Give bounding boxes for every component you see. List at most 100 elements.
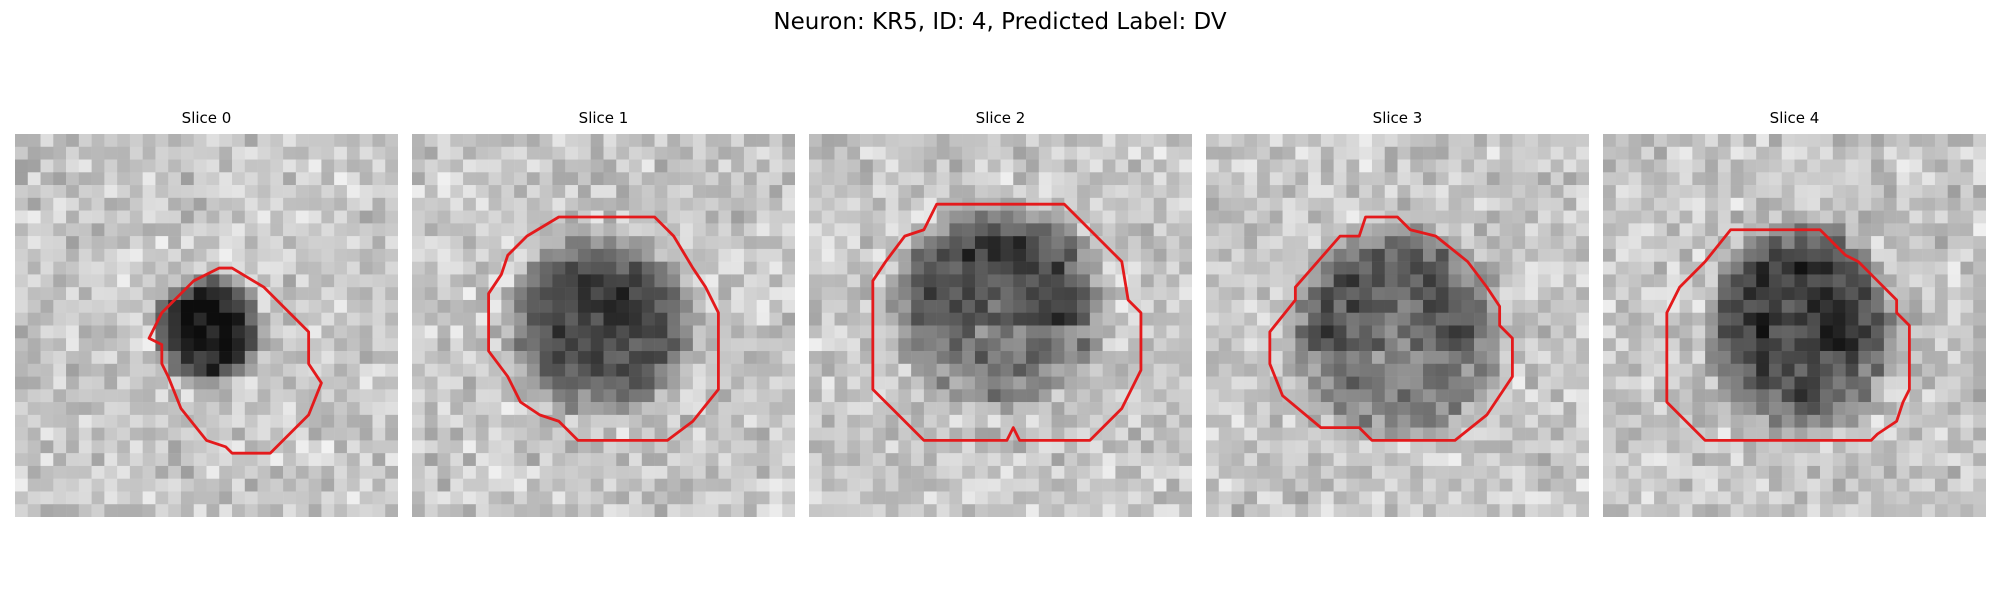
image-pixel <box>142 197 156 211</box>
image-pixel <box>1641 236 1655 250</box>
image-pixel <box>1257 223 1271 237</box>
image-pixel <box>463 210 477 224</box>
image-pixel <box>1717 248 1731 262</box>
image-pixel <box>142 478 156 492</box>
image-pixel <box>117 172 131 186</box>
image-pixel <box>359 312 373 326</box>
image-pixel <box>1768 453 1782 467</box>
image-pixel <box>847 491 861 505</box>
image-pixel <box>539 146 553 160</box>
image-pixel <box>1064 261 1078 275</box>
image-pixel <box>463 338 477 352</box>
image-pixel <box>743 210 757 224</box>
image-pixel <box>782 299 795 313</box>
image-pixel <box>244 402 258 416</box>
image-pixel <box>437 185 451 199</box>
image-pixel <box>782 376 795 390</box>
image-pixel <box>1384 504 1398 517</box>
image-pixel <box>1333 185 1347 199</box>
image-pixel <box>1871 223 1885 237</box>
image-pixel <box>809 185 823 199</box>
image-pixel <box>129 236 143 250</box>
image-pixel <box>949 478 963 492</box>
image-pixel <box>232 376 246 390</box>
image-pixel <box>1960 491 1974 505</box>
image-pixel <box>424 440 438 454</box>
image-pixel <box>1102 274 1116 288</box>
image-pixel <box>1218 159 1232 173</box>
image-pixel <box>488 414 502 428</box>
image-pixel <box>1423 338 1437 352</box>
image-pixel <box>321 376 335 390</box>
image-pixel <box>1153 325 1167 339</box>
image-pixel <box>450 325 464 339</box>
image-pixel <box>1346 274 1360 288</box>
image-pixel <box>962 159 976 173</box>
image-pixel <box>962 210 976 224</box>
image-pixel <box>450 414 464 428</box>
image-pixel <box>1756 248 1770 262</box>
image-pixel <box>1486 261 1500 275</box>
image-pixel <box>860 325 874 339</box>
image-pixel <box>885 338 899 352</box>
image-pixel <box>577 351 591 365</box>
image-pixel <box>834 223 848 237</box>
image-pixel <box>437 134 451 148</box>
image-pixel <box>1140 465 1154 479</box>
image-pixel <box>936 223 950 237</box>
image-pixel <box>718 248 732 262</box>
image-pixel <box>1973 274 1986 288</box>
image-pixel <box>1692 287 1706 301</box>
image-pixel <box>1730 440 1744 454</box>
image-pixel <box>629 134 643 148</box>
image-pixel <box>1269 504 1283 517</box>
image-pixel <box>168 134 182 148</box>
image-pixel <box>437 223 451 237</box>
image-pixel <box>577 159 591 173</box>
image-pixel <box>1115 453 1129 467</box>
image-pixel <box>949 185 963 199</box>
image-pixel <box>1499 185 1513 199</box>
image-pixel <box>1756 159 1770 173</box>
image-pixel <box>1269 197 1283 211</box>
image-pixel <box>1705 453 1719 467</box>
image-pixel <box>488 134 502 148</box>
image-pixel <box>1563 389 1577 403</box>
image-pixel <box>667 465 681 479</box>
image-pixel <box>53 299 67 313</box>
image-pixel <box>334 172 348 186</box>
image-pixel <box>514 146 528 160</box>
image-pixel <box>1166 185 1180 199</box>
image-pixel <box>1486 338 1500 352</box>
image-pixel <box>1512 299 1526 313</box>
image-pixel <box>1128 248 1142 262</box>
image-pixel <box>629 146 643 160</box>
image-pixel <box>1064 248 1078 262</box>
image-pixel <box>526 210 540 224</box>
image-pixel <box>372 210 386 224</box>
image-pixel <box>53 325 67 339</box>
image-pixel <box>129 389 143 403</box>
image-pixel <box>1435 351 1449 365</box>
image-pixel <box>1102 210 1116 224</box>
image-pixel <box>78 287 92 301</box>
image-pixel <box>1960 274 1974 288</box>
image-pixel <box>539 453 553 467</box>
image-pixel <box>962 491 976 505</box>
image-pixel <box>53 172 67 186</box>
image-pixel <box>1537 389 1551 403</box>
image-pixel <box>1257 159 1271 173</box>
image-pixel <box>1743 402 1757 416</box>
image-pixel <box>1705 427 1719 441</box>
image-pixel <box>1333 172 1347 186</box>
image-pixel <box>27 185 41 199</box>
image-pixel <box>1179 248 1192 262</box>
image-pixel <box>769 376 783 390</box>
image-pixel <box>847 338 861 352</box>
image-pixel <box>117 363 131 377</box>
image-pixel <box>680 453 694 467</box>
image-pixel <box>974 363 988 377</box>
image-pixel <box>526 427 540 441</box>
image-pixel <box>1730 478 1744 492</box>
image-pixel <box>1115 440 1129 454</box>
